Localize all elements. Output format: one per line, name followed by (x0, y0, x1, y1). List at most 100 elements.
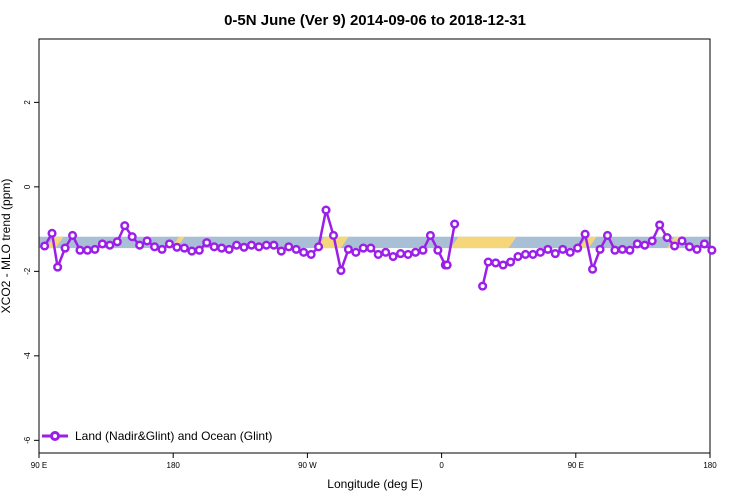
data-point (47, 228, 57, 238)
data-point (410, 247, 421, 257)
legend: Land (Nadir&Glint) and Ocean (Glint) (42, 429, 272, 443)
data-point (194, 245, 204, 255)
x-axis: 90 E 180 90 W 0 90 E 180 (31, 453, 717, 470)
data-point (595, 244, 605, 254)
data-point (164, 239, 175, 249)
data-point (239, 242, 249, 252)
data-point (543, 244, 553, 254)
data-point (506, 257, 516, 267)
data-point (135, 240, 145, 250)
data-point (483, 257, 493, 267)
legend-marker-swatch (50, 431, 60, 441)
data-point (442, 260, 452, 270)
y-tick-label: -6 (23, 436, 32, 444)
series-line (445, 223, 456, 266)
data-point (520, 249, 531, 259)
data-point (127, 232, 137, 242)
data-point (498, 260, 508, 270)
data-point (179, 243, 189, 253)
data-point (528, 249, 538, 259)
land-band-segment (316, 236, 349, 249)
land-band-segment (450, 236, 517, 249)
data-point (491, 258, 501, 268)
data-point (351, 247, 361, 257)
x-tick-label: 180 (167, 461, 181, 470)
data-point (97, 239, 107, 249)
data-point (142, 236, 152, 246)
data-point (565, 247, 575, 257)
data-point (640, 240, 650, 250)
x-tick-label: 180 (703, 461, 717, 470)
data-point (202, 238, 212, 248)
data-point (40, 241, 50, 251)
x-axis-title: Longitude (deg E) (327, 477, 422, 491)
data-point (321, 205, 331, 215)
data-point (433, 245, 443, 255)
data-point (610, 245, 620, 255)
data-point (246, 240, 257, 250)
y-axis-title: XCO2 - MLO trend (ppm) (0, 179, 13, 314)
data-point (358, 243, 368, 253)
data-point (232, 240, 242, 250)
data-point (306, 249, 316, 259)
data-point (284, 242, 294, 252)
data-point (336, 265, 346, 276)
data-point (209, 242, 219, 252)
data-point (314, 242, 324, 252)
series-layer (40, 205, 717, 291)
data-point (418, 245, 428, 255)
y-tick-label: 2 (23, 100, 32, 105)
data-point (403, 249, 413, 259)
data-point (692, 244, 702, 254)
data-point (269, 240, 279, 250)
data-point (366, 243, 376, 253)
data-point (550, 249, 560, 259)
x-tick-label: 90 W (298, 461, 317, 470)
data-point (450, 219, 460, 229)
data-point (558, 244, 568, 254)
data-point (588, 264, 598, 274)
x-tick-label: 0 (439, 461, 444, 470)
data-point (68, 230, 78, 240)
data-point (707, 245, 717, 255)
y-tick-label: -4 (23, 352, 32, 360)
y-tick-label: -2 (23, 267, 32, 275)
data-point (513, 252, 523, 262)
data-point (112, 237, 122, 247)
data-point (602, 230, 613, 240)
ocean-band (39, 236, 710, 249)
data-point (388, 252, 398, 262)
data-point (647, 236, 657, 246)
data-point (670, 241, 680, 251)
data-point (120, 221, 130, 231)
data-point (157, 244, 167, 254)
data-point (655, 220, 665, 230)
data-point (224, 244, 234, 254)
data-point (535, 247, 545, 257)
data-point (699, 239, 709, 249)
data-point (396, 249, 406, 259)
data-point (60, 243, 70, 253)
data-point (217, 243, 227, 253)
data-point (617, 244, 627, 254)
data-point (291, 244, 301, 254)
x-tick-label: 90 E (31, 461, 47, 470)
y-tick-label: 0 (23, 184, 32, 189)
data-point (261, 240, 271, 250)
data-point (276, 246, 286, 256)
data-point (53, 262, 63, 272)
data-point (425, 230, 435, 240)
data-point (381, 247, 391, 257)
data-point (254, 242, 264, 252)
data-point (105, 240, 115, 250)
data-point (684, 242, 695, 252)
data-point (75, 245, 85, 255)
data-point (343, 244, 353, 254)
land-band-segment (46, 236, 64, 249)
data-point (373, 249, 383, 259)
x-tick-label: 90 E (568, 461, 584, 470)
data-point (625, 245, 635, 255)
data-point (677, 236, 687, 246)
